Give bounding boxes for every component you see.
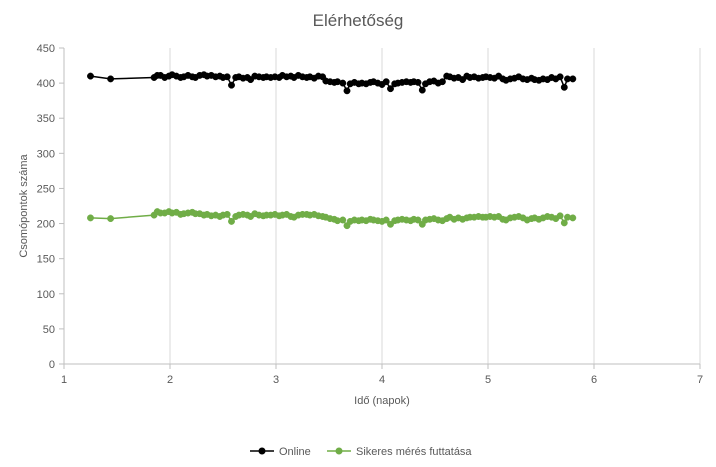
legend-item: Sikeres mérés futtatása [327, 446, 472, 458]
series-online [87, 71, 577, 95]
x-tick-label: 4 [379, 374, 385, 386]
data-point [414, 78, 422, 86]
chart-title: Elérhetőség [313, 11, 404, 30]
data-point [438, 78, 446, 86]
data-point [107, 75, 115, 83]
y-tick-label: 150 [37, 254, 55, 266]
data-point [387, 85, 394, 93]
x-axis-title: Idő (napok) [354, 395, 410, 407]
x-tick-label: 2 [167, 374, 173, 386]
legend-label: Sikeres mérés futtatása [356, 446, 472, 458]
data-point [560, 83, 568, 91]
data-point [382, 78, 390, 86]
legend-marker [258, 447, 266, 455]
data-point [339, 79, 347, 87]
axes: 0 50 100 150 200 250 300 350 400 450 1 2 3 4 5 6 7 [37, 43, 703, 386]
data-point [569, 75, 577, 83]
data-point [87, 72, 94, 80]
data-point [382, 216, 390, 224]
x-tick-label: 5 [485, 374, 491, 386]
x-tick-label: 7 [697, 374, 703, 386]
y-tick-label: 300 [37, 148, 55, 160]
y-tick-label: 250 [37, 183, 55, 195]
x-tick-label: 6 [591, 374, 597, 386]
legend-marker [335, 447, 343, 455]
data-point [223, 73, 231, 81]
data-point [556, 212, 564, 220]
data-point [339, 216, 347, 224]
data-point [556, 73, 564, 81]
plot-area [87, 71, 577, 230]
data-point [414, 216, 422, 224]
legend: Online Sikeres mérés futtatása [250, 446, 472, 458]
legend-label: Online [279, 446, 311, 458]
y-tick-label: 400 [37, 78, 55, 90]
series-sikeres-meres [87, 208, 577, 230]
y-tick-label: 350 [37, 113, 55, 125]
legend-item: Online [250, 446, 311, 458]
x-tick-label: 1 [61, 374, 67, 386]
data-point [569, 214, 577, 222]
data-point [343, 87, 351, 95]
data-point [418, 86, 426, 94]
y-tick-label: 50 [43, 324, 55, 336]
y-tick-label: 0 [49, 359, 55, 371]
x-tick-label: 3 [273, 374, 279, 386]
y-tick-label: 100 [37, 289, 55, 301]
data-point [107, 215, 115, 223]
data-point [228, 217, 235, 225]
data-point [87, 214, 94, 222]
data-point [228, 81, 235, 89]
y-tick-label: 450 [37, 43, 55, 55]
y-axis-title: Csomópontok száma [18, 153, 30, 257]
y-tick-label: 200 [37, 219, 55, 231]
data-point [560, 219, 568, 227]
data-point [223, 210, 231, 218]
